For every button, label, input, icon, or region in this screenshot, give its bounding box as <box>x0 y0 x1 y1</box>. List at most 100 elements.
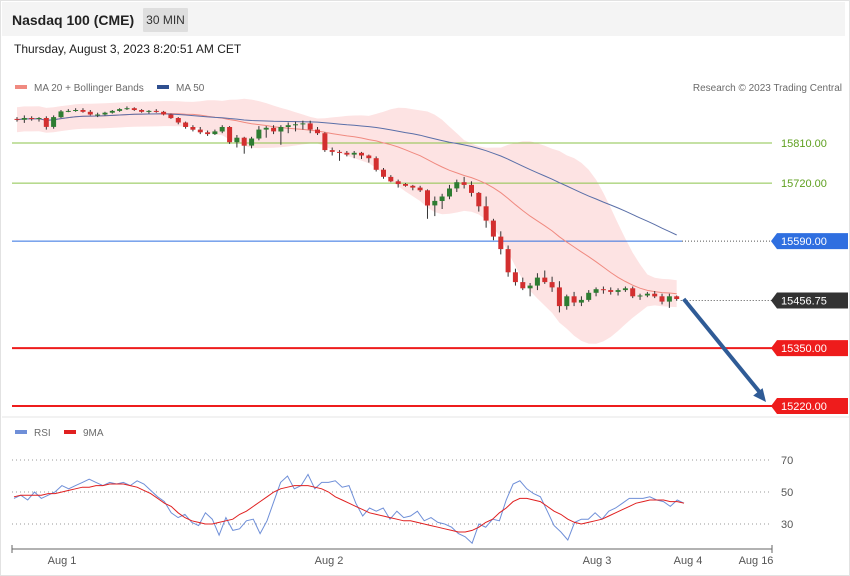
level-label-target: 15220.00 <box>781 401 827 413</box>
candle-body <box>469 184 474 193</box>
candle-body <box>564 296 570 307</box>
ma20-legend-swatch <box>15 85 27 89</box>
candle-body <box>403 184 408 186</box>
candle-body <box>190 127 196 130</box>
candle-body <box>622 288 628 291</box>
rsi-line <box>13 473 685 545</box>
candle-body <box>542 277 548 283</box>
candle-body <box>417 187 423 191</box>
level-label-tag <box>771 340 848 357</box>
candle-body <box>388 176 394 182</box>
candle-body <box>527 285 533 289</box>
candle-body <box>51 117 57 127</box>
ma50-line <box>16 113 677 236</box>
level-label-target: 15350.00 <box>781 343 827 355</box>
candle-body <box>29 118 35 119</box>
candle-body <box>256 129 262 139</box>
candle-body <box>80 110 86 112</box>
candle-body <box>36 118 42 119</box>
candle-body <box>307 123 313 130</box>
candle-body <box>21 118 27 120</box>
forecast-arrow-shaft <box>682 297 764 397</box>
candle-body <box>432 200 438 206</box>
level-label-resistance: 15810.00 <box>781 138 827 150</box>
ma20-legend-label: MA 20 + Bollinger Bands <box>34 83 144 94</box>
candlesticks <box>14 106 680 313</box>
candle-body <box>644 293 650 296</box>
candle-body <box>337 151 342 153</box>
rsi-tick-label: 50 <box>781 487 793 499</box>
candle-body <box>439 196 445 201</box>
candle-body <box>212 131 218 135</box>
forecast-arrow-head <box>753 388 766 402</box>
candle-body <box>674 296 680 299</box>
candle-body <box>124 108 130 110</box>
candle-body <box>351 152 357 155</box>
x-axis-label: Aug 3 <box>583 555 612 567</box>
candle-body <box>146 110 152 112</box>
candle-body <box>153 110 159 112</box>
candle-body <box>293 124 298 126</box>
candle-body <box>139 110 145 112</box>
level-label-tag <box>771 233 848 250</box>
candle-body <box>102 112 108 115</box>
candle-body <box>600 289 606 291</box>
candle-body <box>512 272 518 283</box>
candle-body <box>205 132 211 135</box>
candle-body <box>234 137 240 143</box>
candle-body <box>175 118 181 123</box>
candle-body <box>366 155 372 159</box>
candle-body <box>608 290 614 292</box>
level-label-tag <box>771 292 848 309</box>
legend: MA 20 + Bollinger Bands MA 50 Research ©… <box>15 83 842 439</box>
candle-body <box>95 114 101 116</box>
candle-body <box>73 110 79 111</box>
timeframe-badge[interactable]: 30 MIN <box>143 8 188 32</box>
candle-body <box>556 287 562 307</box>
instrument-title: Nasdaq 100 (CME) <box>12 12 135 28</box>
candle-body <box>666 296 672 302</box>
candle-body <box>373 158 379 170</box>
bollinger-band <box>17 98 677 344</box>
candle-body <box>520 282 526 289</box>
candle-body <box>505 249 511 273</box>
candle-body <box>65 110 71 112</box>
level-label-tag <box>771 398 848 414</box>
rsi-tick-label: 70 <box>781 455 793 467</box>
x-axis-label: Aug 1 <box>48 555 77 567</box>
candle-body <box>425 190 430 206</box>
rsi-ma-legend-label: 9MA <box>83 428 104 439</box>
candle-body <box>447 188 452 197</box>
candle-body <box>586 292 592 300</box>
candle-body <box>58 111 64 118</box>
ma50-legend-label: MA 50 <box>176 83 205 94</box>
level-labels: 15810.00 15720.00 15590.00 15456.75 15350.00… <box>771 138 848 414</box>
candle-body <box>461 182 467 185</box>
candle-body <box>593 289 599 293</box>
forecast-arrow <box>682 297 766 402</box>
candle-body <box>615 290 621 292</box>
candle-body <box>344 152 350 155</box>
candle-body <box>322 133 328 151</box>
candle-body <box>476 192 482 207</box>
candle-body <box>43 118 49 127</box>
candle-body <box>117 109 123 111</box>
rsi-legend-label: RSI <box>34 428 51 439</box>
x-axis: Aug 1 Aug 2 Aug 3 Aug 4 Aug 16 <box>11 545 773 567</box>
candle-body <box>219 127 225 132</box>
candle-body <box>315 129 320 134</box>
candle-body <box>241 137 247 146</box>
rsi-legend-swatch <box>15 430 27 434</box>
candle-body <box>87 111 93 115</box>
credit-text: Research © 2023 Trading Central <box>693 83 842 94</box>
level-lines <box>12 142 772 407</box>
candle-body <box>168 114 174 119</box>
level-label-last: 15456.75 <box>781 296 827 308</box>
candle-body <box>131 108 137 110</box>
candle-body <box>197 129 203 133</box>
candle-body <box>454 182 460 189</box>
candle-body <box>578 299 584 303</box>
candle-body <box>14 118 20 120</box>
